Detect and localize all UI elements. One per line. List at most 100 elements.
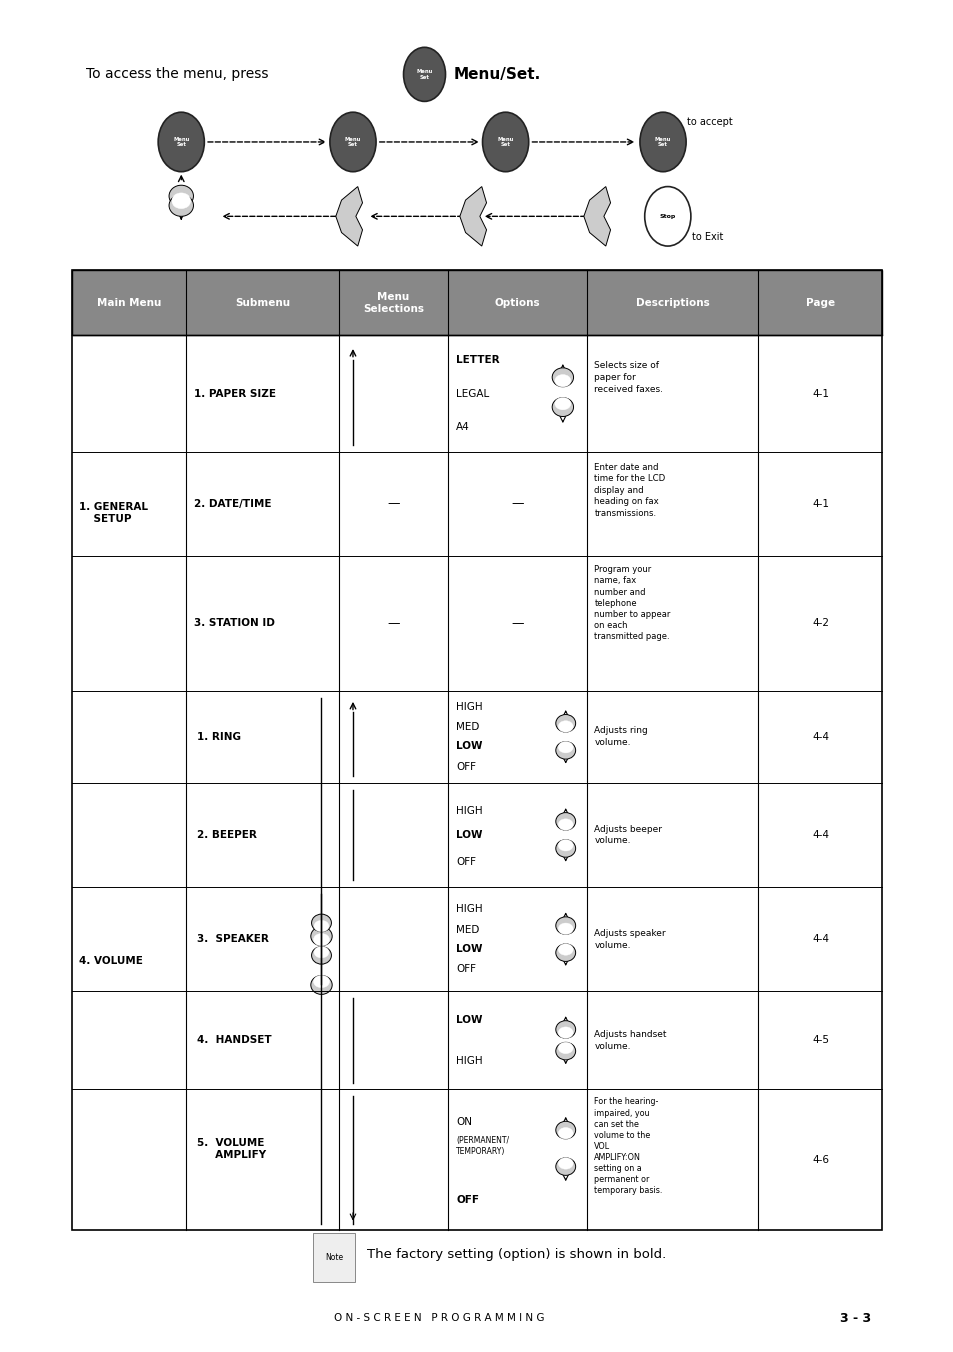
Ellipse shape (556, 714, 575, 731)
Text: Program your
name, fax
number and
telephone
number to appear
on each
transmitted: Program your name, fax number and teleph… (594, 565, 670, 641)
Ellipse shape (556, 944, 575, 961)
Text: 3 - 3: 3 - 3 (839, 1311, 870, 1325)
Text: 1. PAPER SIZE: 1. PAPER SIZE (193, 388, 275, 399)
Ellipse shape (172, 195, 191, 208)
Ellipse shape (311, 926, 332, 945)
Ellipse shape (639, 112, 685, 172)
Text: 2. BEEPER: 2. BEEPER (197, 830, 257, 840)
Text: LOW: LOW (456, 830, 482, 840)
Text: HIGH: HIGH (456, 806, 482, 815)
Text: 1. RING: 1. RING (197, 731, 241, 742)
Polygon shape (335, 187, 362, 246)
Ellipse shape (556, 917, 575, 934)
Text: 3.  SPEAKER: 3. SPEAKER (197, 934, 269, 944)
Text: —: — (387, 498, 399, 510)
Ellipse shape (558, 923, 573, 934)
Text: 4. VOLUME: 4. VOLUME (79, 956, 143, 965)
Text: Descriptions: Descriptions (635, 297, 709, 308)
Text: —: — (511, 498, 523, 510)
Text: Enter date and
time for the LCD
display and
heading on fax
transmissions.: Enter date and time for the LCD display … (594, 462, 665, 518)
Ellipse shape (314, 933, 329, 946)
Text: 4-1: 4-1 (811, 388, 828, 399)
Text: 4-6: 4-6 (811, 1155, 828, 1165)
Text: —: — (387, 617, 399, 630)
Text: 1. GENERAL
    SETUP: 1. GENERAL SETUP (79, 502, 148, 525)
Text: For the hearing-
impaired, you
can set the
volume to the
VOL
AMPLIFY:ON
setting : For the hearing- impaired, you can set t… (594, 1098, 662, 1195)
Text: MED: MED (456, 722, 479, 733)
Text: LEGAL: LEGAL (456, 388, 489, 399)
Text: 5.  VOLUME
     AMPLIFY: 5. VOLUME AMPLIFY (197, 1138, 266, 1160)
Text: (PERMANENT/
TEMPORARY): (PERMANENT/ TEMPORARY) (456, 1136, 509, 1156)
Text: MED: MED (456, 925, 479, 934)
Text: 4-5: 4-5 (811, 1036, 828, 1045)
Text: 4-1: 4-1 (811, 499, 828, 508)
Text: O N - S C R E E N   P R O G R A M M I N G: O N - S C R E E N P R O G R A M M I N G (334, 1313, 544, 1324)
Text: Adjusts handset
volume.: Adjusts handset volume. (594, 1030, 666, 1051)
Text: To access the menu, press: To access the menu, press (86, 68, 268, 81)
Ellipse shape (556, 813, 575, 830)
Text: ON: ON (456, 1117, 472, 1128)
Text: HIGH: HIGH (456, 702, 482, 713)
Text: Menu
Selections: Menu Selections (363, 292, 423, 314)
Text: —: — (511, 617, 523, 630)
Ellipse shape (558, 1157, 573, 1169)
FancyBboxPatch shape (313, 1233, 355, 1282)
Text: OFF: OFF (456, 1195, 478, 1206)
Text: 4-4: 4-4 (811, 731, 828, 742)
Ellipse shape (556, 1042, 575, 1060)
Ellipse shape (158, 112, 204, 172)
Ellipse shape (314, 921, 329, 932)
Ellipse shape (558, 840, 573, 850)
Text: Menu
Set: Menu Set (172, 137, 190, 147)
Text: LOW: LOW (456, 1015, 482, 1025)
Text: Adjusts ring
volume.: Adjusts ring volume. (594, 726, 647, 748)
Ellipse shape (552, 368, 573, 387)
Ellipse shape (555, 397, 570, 410)
Text: Note: Note (325, 1253, 342, 1261)
Text: Main Menu: Main Menu (96, 297, 161, 308)
Text: 3. STATION ID: 3. STATION ID (193, 618, 274, 629)
Text: Options: Options (495, 297, 539, 308)
Ellipse shape (312, 946, 331, 964)
Polygon shape (459, 187, 486, 246)
Ellipse shape (311, 975, 332, 994)
Text: Submenu: Submenu (234, 297, 290, 308)
Ellipse shape (172, 193, 191, 207)
Text: Menu
Set: Menu Set (654, 137, 671, 147)
Ellipse shape (558, 819, 573, 830)
Text: to Exit: to Exit (691, 231, 722, 242)
Text: LETTER: LETTER (456, 354, 499, 365)
Ellipse shape (558, 1028, 573, 1038)
Text: HIGH: HIGH (456, 904, 482, 914)
Text: HIGH: HIGH (456, 1056, 482, 1065)
Text: 4-4: 4-4 (811, 934, 828, 944)
Ellipse shape (644, 187, 690, 246)
Ellipse shape (558, 1042, 573, 1053)
Ellipse shape (312, 914, 331, 932)
Ellipse shape (552, 397, 573, 416)
Text: Adjusts beeper
volume.: Adjusts beeper volume. (594, 825, 661, 845)
Text: 4-2: 4-2 (811, 618, 828, 629)
Text: 4-4: 4-4 (811, 830, 828, 840)
Ellipse shape (558, 721, 573, 733)
Ellipse shape (556, 741, 575, 758)
Text: A4: A4 (456, 422, 469, 433)
Ellipse shape (169, 195, 193, 216)
Ellipse shape (558, 741, 573, 753)
Ellipse shape (555, 375, 570, 387)
Text: The factory setting (option) is shown in bold.: The factory setting (option) is shown in… (367, 1248, 666, 1261)
Ellipse shape (482, 112, 528, 172)
Ellipse shape (330, 112, 375, 172)
Text: 2. DATE/TIME: 2. DATE/TIME (193, 499, 271, 508)
Text: Page: Page (805, 297, 834, 308)
Text: Menu
Set: Menu Set (497, 137, 514, 147)
Text: to accept: to accept (686, 116, 732, 127)
Ellipse shape (558, 1128, 573, 1138)
Text: Selects size of
paper for
received faxes.: Selects size of paper for received faxes… (594, 361, 662, 393)
Text: OFF: OFF (456, 761, 476, 772)
Ellipse shape (556, 1021, 575, 1038)
Ellipse shape (169, 185, 193, 207)
Polygon shape (583, 187, 610, 246)
Ellipse shape (556, 1157, 575, 1175)
Text: LOW: LOW (456, 944, 482, 953)
